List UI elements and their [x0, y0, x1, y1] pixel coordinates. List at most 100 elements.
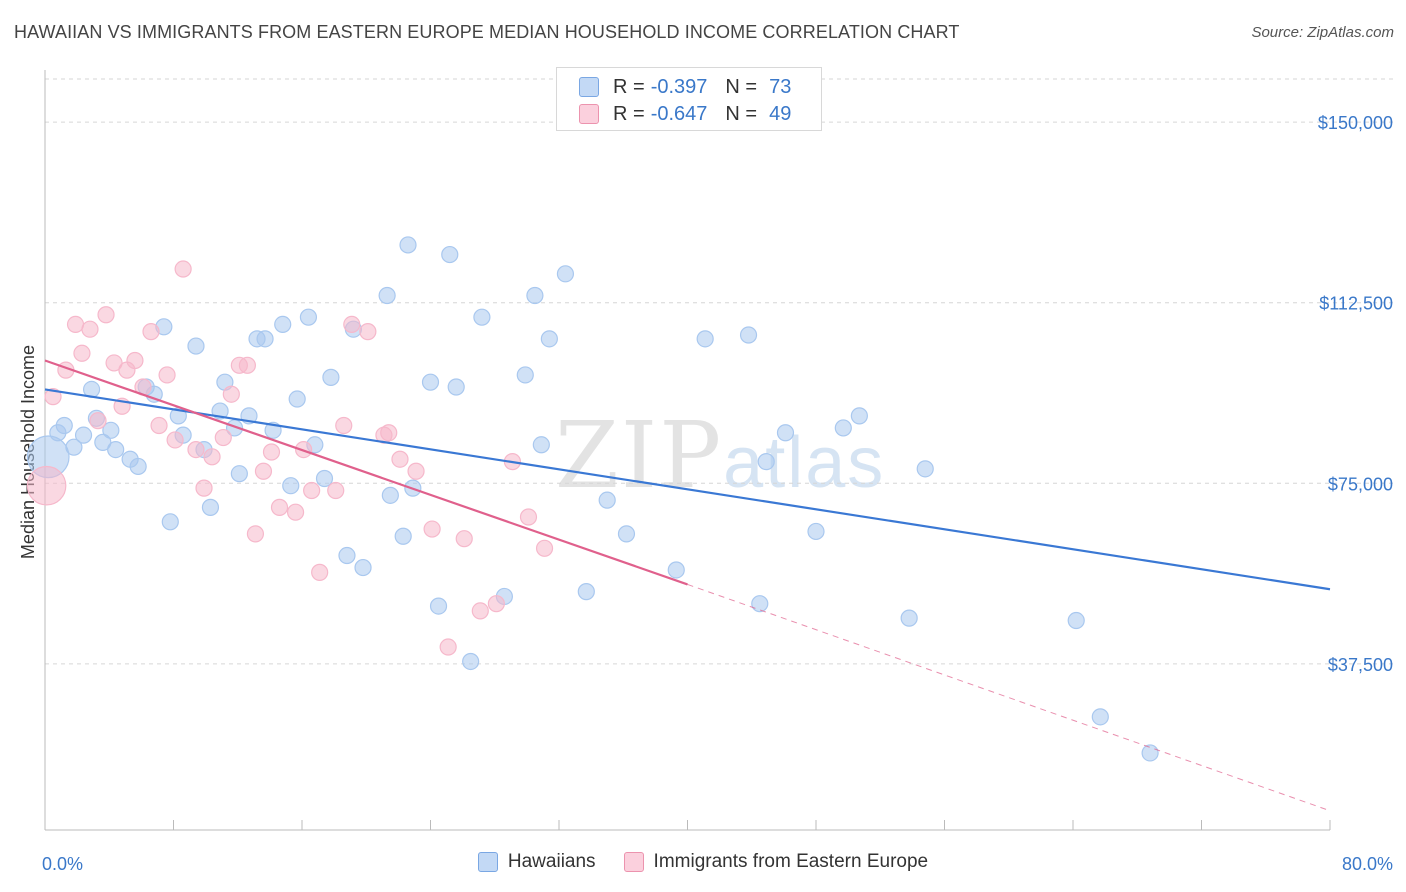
- immigrants-point: [359, 323, 377, 341]
- y-tick-label: $37,500: [1328, 655, 1393, 675]
- hawaiians-point: [617, 525, 636, 543]
- immigrants-point: [195, 479, 213, 497]
- hawaiians-point: [1091, 708, 1109, 726]
- hawaiians-trendline: [44, 388, 1331, 591]
- immigrants-trendline: [44, 359, 688, 586]
- hawaiians-point: [739, 326, 758, 344]
- hawaiians-point: [421, 373, 440, 391]
- immigrants-point: [26, 465, 67, 506]
- y-tick-label: $150,000: [1318, 113, 1393, 133]
- hawaiians-point: [187, 337, 205, 355]
- series-legend: Hawaiians Immigrants from Eastern Europe: [0, 851, 1406, 873]
- hawaiians-point: [916, 460, 934, 478]
- hawaiians-point: [1067, 611, 1085, 630]
- hawaiians-point: [107, 440, 125, 459]
- legend-swatch-immigrants: [579, 104, 599, 124]
- immigrants-point: [150, 416, 168, 435]
- legend-swatch-hawaiians: [579, 77, 599, 97]
- x-tick-label: 80.0%: [1342, 854, 1393, 874]
- immigrants-point: [203, 448, 221, 466]
- legend-r-label: R =: [613, 75, 645, 98]
- immigrants-point: [286, 503, 305, 521]
- immigrants-point: [166, 431, 184, 449]
- immigrants-point: [487, 595, 505, 613]
- hawaiians-point: [381, 486, 399, 504]
- hawaiians-point: [834, 419, 852, 437]
- immigrants-point: [455, 530, 473, 548]
- hawaiians-point: [757, 453, 775, 471]
- immigrants-point: [158, 366, 176, 384]
- chart-title: HAWAIIAN VS IMMIGRANTS FROM EASTERN EURO…: [14, 22, 960, 42]
- hawaiians-point: [288, 390, 306, 408]
- hawaiians-point: [776, 424, 795, 442]
- hawaiians-point: [473, 308, 491, 326]
- watermark-atlas: atlas: [723, 423, 886, 503]
- hawaiians-point: [540, 330, 558, 348]
- immigrants-point: [105, 354, 123, 372]
- hawaiians-point: [201, 498, 220, 516]
- hawaiians-point: [1141, 744, 1159, 762]
- legend-n-value: 73: [769, 75, 792, 98]
- hawaiians-point: [394, 527, 412, 545]
- stats-legend: R = -0.397 N = 73 R = -0.647 N = 49: [556, 67, 822, 131]
- legend-row-immigrants: R = -0.647 N = 49: [579, 101, 791, 127]
- immigrants-point: [89, 412, 107, 430]
- legend-r-value: -0.647: [650, 102, 708, 125]
- immigrants-point: [73, 344, 91, 362]
- legend-r-label: R =: [613, 102, 645, 125]
- immigrants-point: [423, 520, 441, 538]
- legend-swatch-immigrants: [623, 852, 644, 872]
- hawaiians-point: [74, 426, 93, 444]
- immigrants-point: [254, 462, 273, 480]
- hawaiians-point: [532, 436, 550, 454]
- hawaiians-point: [556, 265, 575, 283]
- hawaiians-point: [338, 546, 356, 565]
- legend-item-immigrants[interactable]: Immigrants from Eastern Europe: [623, 851, 929, 873]
- immigrants-point: [214, 428, 232, 447]
- immigrants-point: [174, 260, 192, 278]
- hawaiians-point: [65, 438, 83, 456]
- hawaiians-point: [322, 368, 340, 386]
- immigrants-point: [81, 320, 99, 338]
- hawaiians-point: [230, 465, 248, 483]
- immigrants-point: [66, 315, 85, 333]
- hawaiians-point: [751, 595, 769, 613]
- hawaiians-point: [462, 652, 480, 671]
- immigrants-point: [407, 462, 425, 480]
- hawaiians-point: [274, 315, 292, 333]
- hawaiians-point: [55, 416, 73, 435]
- hawaiians-point: [696, 330, 714, 348]
- y-tick-label: $75,000: [1328, 474, 1393, 494]
- hawaiians-point: [900, 609, 918, 627]
- immigrants-point: [535, 539, 554, 557]
- hawaiians-point: [315, 469, 334, 488]
- hawaiians-point: [102, 421, 120, 439]
- immigrants-point: [471, 602, 489, 620]
- hawaiians-point: [378, 286, 396, 305]
- hawaiians-point: [282, 477, 300, 495]
- hawaiians-point: [399, 236, 417, 254]
- immigrants-point: [126, 351, 144, 370]
- immigrants-trendline-extension: [687, 583, 1331, 812]
- immigrants-point: [238, 356, 256, 374]
- legend-n-value: 49: [769, 102, 792, 125]
- hawaiians-point: [577, 583, 595, 601]
- legend-label-immigrants: Immigrants from Eastern Europe: [653, 851, 929, 872]
- legend-row-hawaiians: R = -0.397 N = 73: [579, 74, 791, 100]
- immigrants-point: [380, 424, 398, 442]
- legend-item-hawaiians[interactable]: Hawaiians: [477, 851, 596, 873]
- immigrants-point: [222, 385, 240, 403]
- legend-swatch-hawaiians: [477, 852, 498, 872]
- source-label: Source: ZipAtlas.com: [1251, 24, 1394, 41]
- immigrants-point: [142, 323, 160, 341]
- hawaiians-point: [850, 407, 868, 425]
- hawaiians-point: [441, 245, 459, 264]
- legend-n-label: N =: [725, 75, 758, 98]
- hawaiians-point: [161, 513, 179, 531]
- hawaiians-point: [256, 330, 274, 348]
- immigrants-point: [187, 440, 205, 459]
- immigrants-point: [311, 563, 329, 581]
- hawaiians-point: [299, 308, 318, 326]
- immigrants-point: [343, 315, 361, 333]
